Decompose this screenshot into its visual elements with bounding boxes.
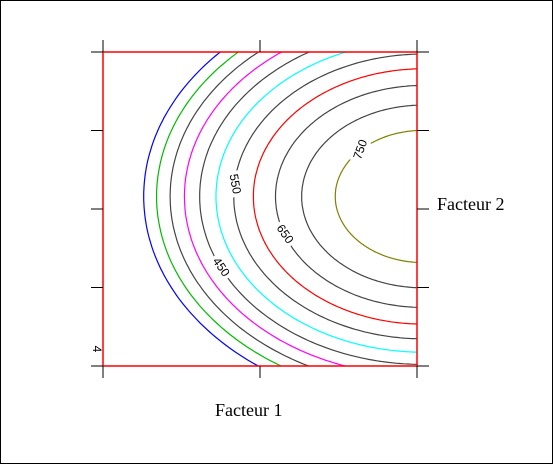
contour-line-350 xyxy=(169,52,311,366)
contour-line-600 xyxy=(252,68,417,325)
contour-line-450 xyxy=(199,52,417,365)
plot-area-frame xyxy=(102,51,418,367)
y-axis-title: Facteur 2 xyxy=(437,194,504,214)
contour-line-700 xyxy=(301,104,417,289)
contour-line-300 xyxy=(156,52,283,366)
x-axis-title: Facteur 1 xyxy=(215,400,282,420)
contour-label-bg-650 xyxy=(271,219,298,250)
contour-line-650 xyxy=(274,84,417,308)
contour-label-750: 750 xyxy=(350,137,370,161)
axis-ticks xyxy=(91,40,429,378)
contour-line-550 xyxy=(233,53,417,340)
contour-label-bg-450 xyxy=(207,252,234,283)
contour-line-750 xyxy=(334,129,417,263)
contour-label-bg-750 xyxy=(350,135,373,165)
corner-contour-label: 4 xyxy=(90,346,104,353)
contour-label-550: 550 xyxy=(227,173,244,195)
contour-line-400 xyxy=(183,52,348,366)
contour-line-250 xyxy=(143,52,260,366)
contour-label-bg-550 xyxy=(225,170,244,199)
contour-line-500 xyxy=(215,52,417,353)
